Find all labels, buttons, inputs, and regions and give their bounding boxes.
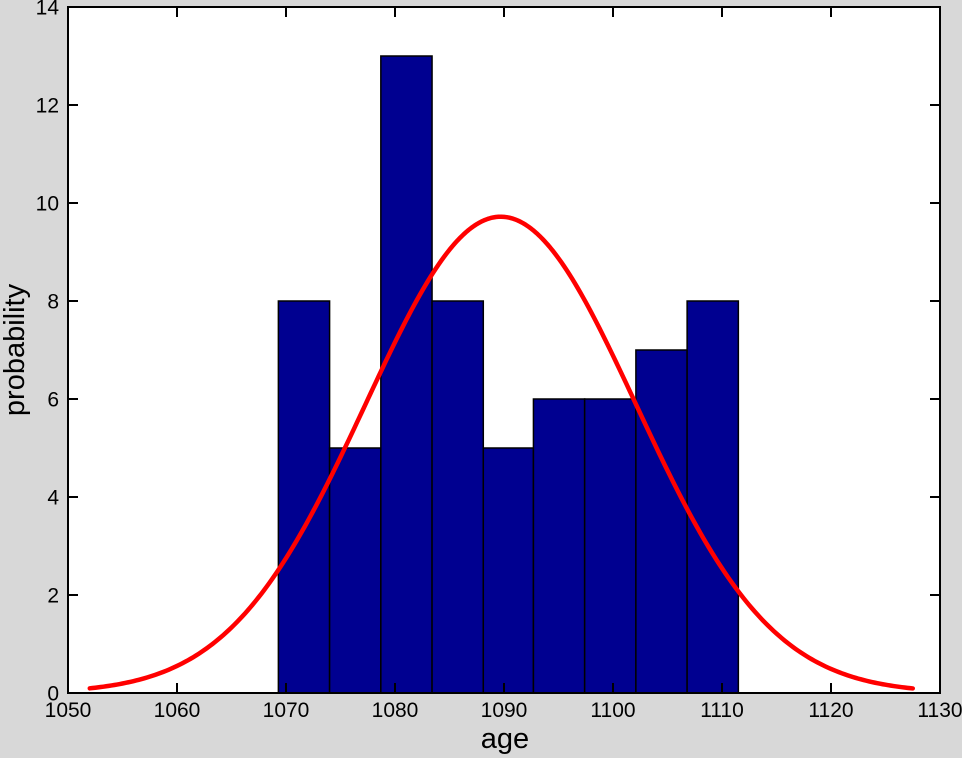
histogram-bar	[380, 55, 433, 694]
y-tick-label: 8	[47, 291, 59, 314]
y-tick-label: 12	[36, 95, 59, 118]
histogram-bar	[431, 300, 485, 694]
fit-curve	[87, 214, 915, 691]
x-tick-label: 1050	[45, 699, 92, 722]
y-tick-label: 14	[36, 0, 60, 20]
x-tick-label: 1070	[263, 699, 310, 722]
x-tick-label: 1120	[808, 699, 853, 722]
y-tick-label: 0	[47, 683, 59, 706]
y-axis-label: probability	[0, 283, 31, 416]
x-tick-label: 1130	[917, 699, 962, 722]
y-tick-label: 6	[47, 389, 59, 412]
histogram-bar	[686, 300, 740, 694]
x-tick-label: 1080	[372, 699, 419, 722]
y-tick-label: 10	[36, 193, 59, 216]
y-tick-label: 4	[47, 487, 59, 510]
x-tick-label: 1090	[481, 699, 528, 722]
histogram-bar	[328, 447, 382, 694]
y-tick-label: 2	[47, 585, 59, 608]
histogram-bar	[482, 447, 535, 694]
x-tick-label: 1060	[154, 699, 201, 722]
x-tick-label: 1100	[590, 699, 635, 722]
histogram-bar	[532, 398, 586, 694]
histogram-bar	[635, 349, 688, 694]
x-axis-label: age	[481, 723, 529, 755]
histogram-bar	[583, 398, 637, 694]
x-tick-label: 1110	[700, 699, 744, 722]
